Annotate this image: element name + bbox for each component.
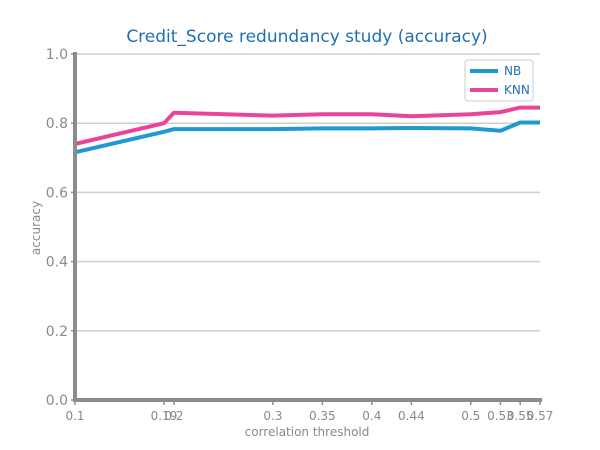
y-tick-label-0: 0.0 — [46, 393, 68, 409]
legend: NB KNN — [464, 59, 534, 102]
y-tick-label-2: 0.4 — [46, 255, 68, 271]
x-tick-label-6: 0.44 — [398, 409, 425, 423]
x-axis-label: correlation threshold — [245, 425, 370, 439]
legend-label-nb: NB — [504, 64, 521, 78]
x-tick-label-7: 0.5 — [461, 409, 480, 423]
x-tick-label-4: 0.35 — [309, 409, 336, 423]
y-tick-label-3: 0.6 — [46, 185, 68, 201]
x-tick-label-8: 0.53 — [487, 409, 514, 423]
x-tick-label-0: 0.1 — [65, 409, 84, 423]
y-axis-label: accuracy — [29, 201, 43, 255]
y-tick-label-4: 0.8 — [46, 116, 68, 132]
x-tick-label-2: 0.2 — [164, 409, 183, 423]
y-tick-labels: 0.0 0.2 0.4 0.6 0.8 1.0 — [46, 47, 75, 409]
series-line-nb — [74, 120, 540, 155]
x-tick-label-1: 0.19 — [151, 409, 178, 423]
x-tick-label-5: 0.4 — [362, 409, 381, 423]
chart-title: Credit_Score redundancy study (accuracy) — [126, 27, 487, 47]
legend-label-knn: KNN — [504, 83, 530, 97]
y-tick-label-1: 0.2 — [46, 324, 68, 340]
x-tick-labels: 0.1 0.190.2 0.3 0.35 0.4 0.44 0.5 0.530.550.57 — [65, 400, 553, 423]
series-line-knn — [74, 105, 540, 146]
x-tick-label-3: 0.3 — [263, 409, 282, 423]
y-tick-label-5: 1.0 — [46, 47, 68, 63]
x-tick-label-9: 0.55 — [507, 409, 534, 423]
x-tick-label-10: 0.57 — [527, 409, 554, 423]
gridlines — [75, 53, 540, 401]
series-lines — [74, 105, 540, 155]
axes — [73, 52, 542, 402]
